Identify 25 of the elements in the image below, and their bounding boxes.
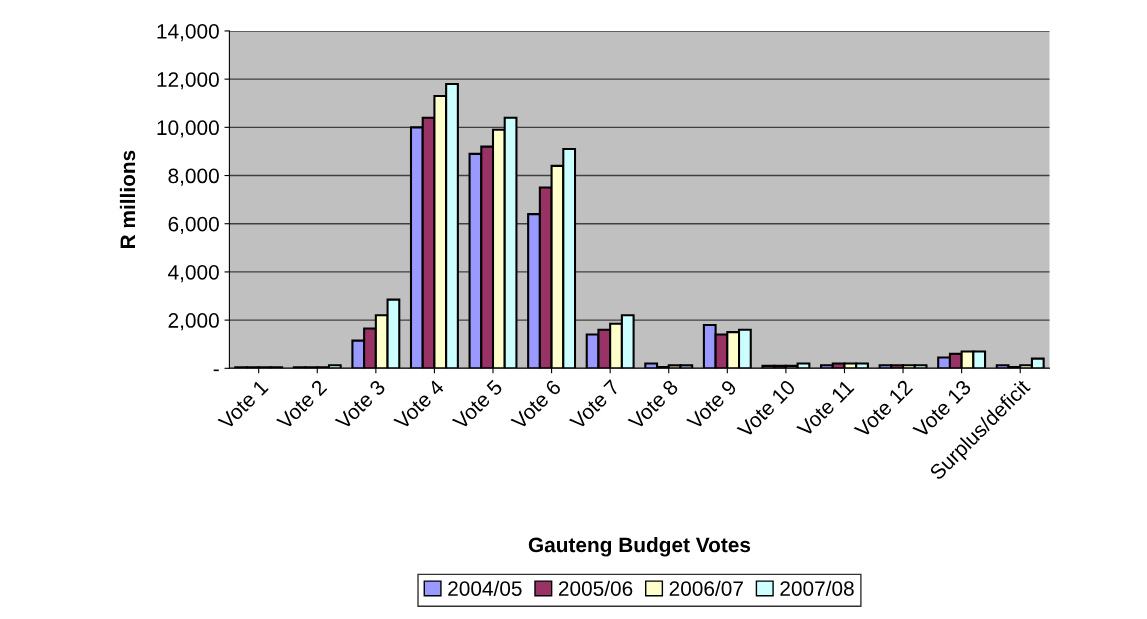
x-tick-label: Vote 10 <box>736 378 797 439</box>
y-tick-label: 10,000 <box>157 120 219 138</box>
y-tick-label: 14,000 <box>157 23 219 42</box>
x-tick-label: Vote 11 <box>796 379 855 438</box>
y-tick-label: 8,000 <box>168 168 219 186</box>
y-tick-label: 4,000 <box>168 264 219 283</box>
x-tick-label: Vote 2 <box>275 379 328 431</box>
y-tick-label: - <box>213 369 219 372</box>
legend-label: 2007/08 <box>780 580 854 596</box>
x-tick-label: Vote 6 <box>510 379 562 431</box>
legend-label: 2004/05 <box>448 580 522 596</box>
x-tick-label: Vote 4 <box>393 379 445 431</box>
x-tick-label: Vote 3 <box>334 379 387 431</box>
x-axis-title: Gauteng Budget Votes <box>528 536 751 557</box>
y-tick-label: 6,000 <box>168 216 219 234</box>
x-tick-label: Vote 9 <box>686 379 738 431</box>
x-tick-label: Vote 1 <box>217 379 269 431</box>
y-axis-title: R millions <box>119 150 136 249</box>
x-tick-label: Vote 7 <box>568 379 621 431</box>
legend-label: 2006/07 <box>669 580 743 596</box>
x-tick-label: Vote 5 <box>451 379 504 431</box>
y-tick-label: 12,000 <box>157 72 219 90</box>
legend-label: 2005/06 <box>558 580 633 596</box>
x-tick-label: Vote 8 <box>627 379 679 431</box>
y-tick-label: 2,000 <box>168 313 219 331</box>
